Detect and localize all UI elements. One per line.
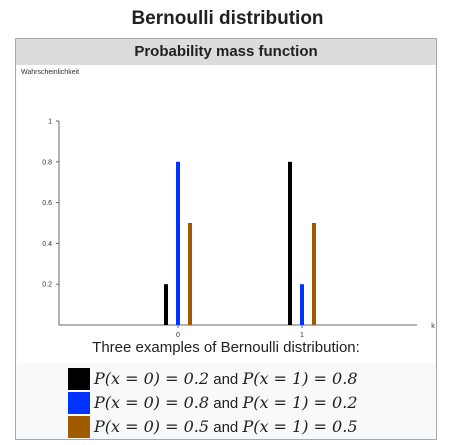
legend-math-right: P(x = 1) = 0.2 bbox=[242, 393, 358, 412]
legend-item: P(x = 0) = 0.5 and P(x = 1) = 0.5 bbox=[68, 415, 358, 438]
y-tick-label: 0.4 bbox=[42, 241, 52, 248]
legend-swatch bbox=[68, 367, 90, 390]
bar bbox=[188, 223, 192, 325]
x-tick-label: 0 bbox=[176, 332, 180, 339]
legend-math-right: P(x = 1) = 0.5 bbox=[242, 417, 358, 436]
legend-swatch bbox=[68, 415, 90, 438]
y-tick-label: 0.8 bbox=[42, 159, 52, 166]
bar bbox=[300, 284, 304, 325]
pmf-chart: Wahrscheinlichkeit 1 0.8 0.6 0.4 0.2 0 1 k bbox=[21, 69, 435, 339]
legend-math-left: P(x = 0) = 0.8 bbox=[94, 393, 210, 412]
chart-area: Wahrscheinlichkeit 1 0.8 0.6 0.4 0.2 0 1 k bbox=[17, 65, 435, 363]
legend-text: P(x = 0) = 0.2 and P(x = 1) = 0.8 bbox=[94, 369, 358, 388]
legend-math-left: P(x = 0) = 0.2 bbox=[94, 369, 210, 388]
bar bbox=[312, 223, 316, 325]
legend-item: P(x = 0) = 0.8 and P(x = 1) = 0.2 bbox=[68, 391, 358, 414]
legend-joiner: and bbox=[213, 419, 239, 436]
bar bbox=[288, 161, 292, 325]
page-title: Bernoulli distribution bbox=[131, 8, 324, 29]
chart-caption: Three examples of Bernoulli distribution… bbox=[92, 339, 360, 356]
legend-math-right: P(x = 1) = 0.8 bbox=[242, 369, 358, 388]
legend: P(x = 0) = 0.2 and P(x = 1) = 0.8 P(x = … bbox=[68, 367, 358, 439]
y-tick-label: 1 bbox=[48, 119, 52, 126]
y-tick-label: 0.2 bbox=[42, 282, 52, 289]
y-tick-label: 0.6 bbox=[42, 200, 52, 207]
y-axis-label: Wahrscheinlichkeit bbox=[21, 69, 79, 76]
x-tick-label: 1 bbox=[300, 332, 304, 339]
legend-joiner: and bbox=[213, 371, 239, 388]
legend-text: P(x = 0) = 0.8 and P(x = 1) = 0.2 bbox=[94, 393, 358, 412]
infobox: Probability mass function Wahrscheinlich… bbox=[15, 38, 437, 440]
legend-math-left: P(x = 0) = 0.5 bbox=[94, 417, 210, 436]
bar bbox=[164, 284, 168, 325]
bar bbox=[176, 161, 180, 325]
legend-joiner: and bbox=[213, 395, 239, 412]
legend-swatch bbox=[68, 391, 90, 414]
infobox-header: Probability mass function bbox=[16, 39, 436, 65]
legend-item: P(x = 0) = 0.2 and P(x = 1) = 0.8 bbox=[68, 367, 358, 390]
x-axis-label: k bbox=[431, 323, 435, 330]
legend-text: P(x = 0) = 0.5 and P(x = 1) = 0.5 bbox=[94, 417, 358, 436]
